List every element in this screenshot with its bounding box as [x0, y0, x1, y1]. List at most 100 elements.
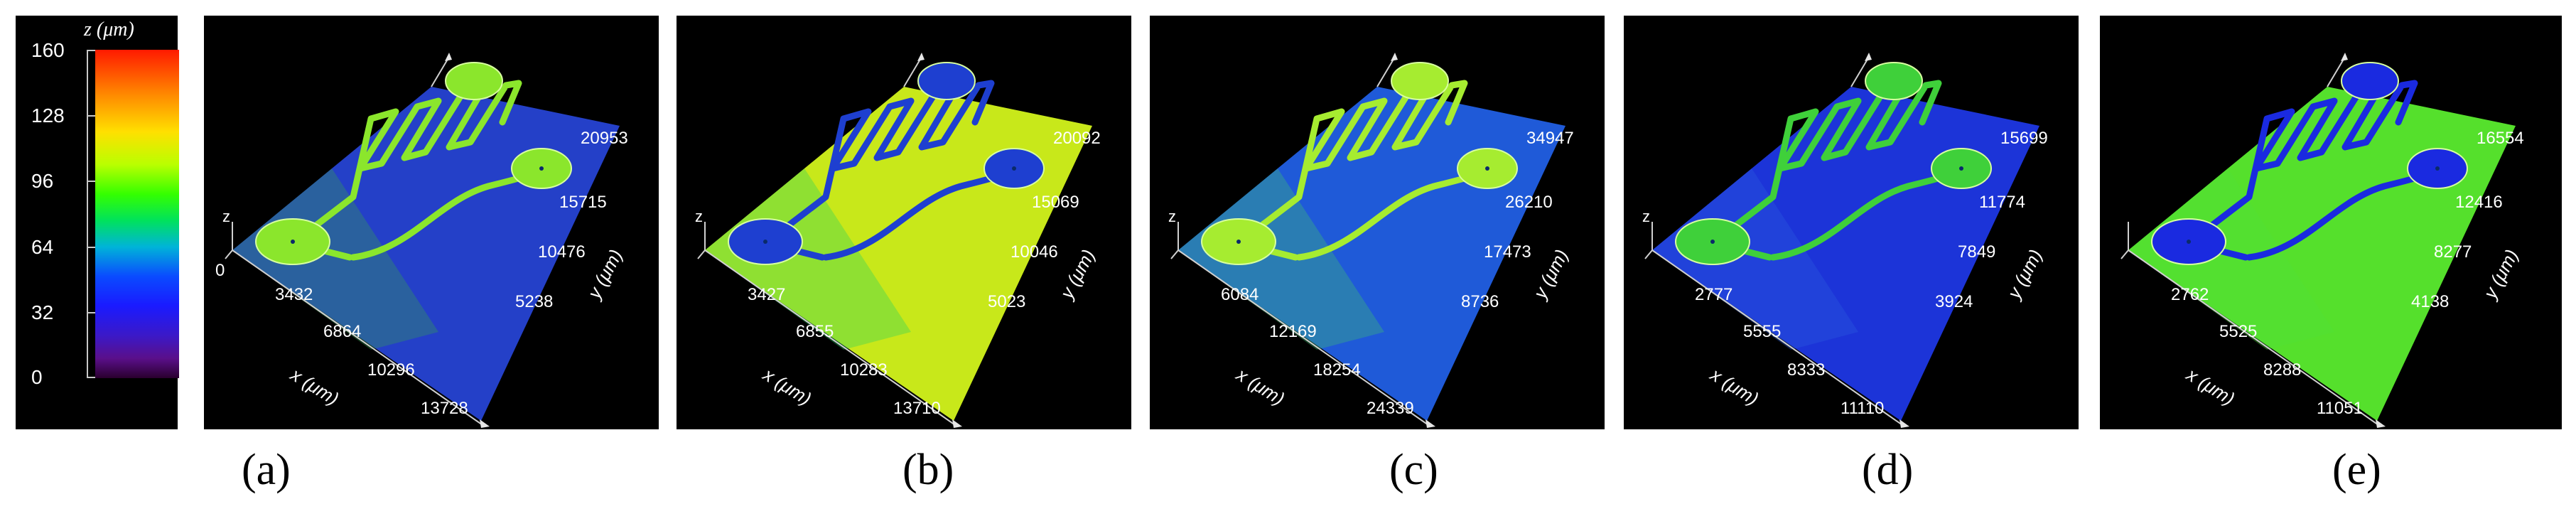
x-tick-label: 11051 [2317, 399, 2363, 418]
colorbar-tick-label: 0 [31, 366, 43, 388]
colorbar-panel: z (μm) 160 128 96 64 32 0 [16, 16, 179, 429]
x-tick-label: 10283 [840, 360, 888, 380]
serpentine-channel [1709, 80, 1942, 247]
y-tick-label: 17473 [1484, 242, 1531, 262]
origin-stub [225, 249, 233, 259]
y-axis-top-stub [431, 56, 450, 87]
x-tick-label: 13710 [893, 399, 941, 418]
axis-arrow-head [1391, 53, 1398, 61]
colorbar-tick-label: 96 [31, 170, 54, 192]
y-axis-top-stub [1850, 56, 1870, 87]
surface-render: z 0 3432 6864 10296 13728 x (μm) 20953 1… [215, 53, 628, 428]
surface-glare [1178, 168, 1384, 350]
y-tick-label: 12416 [2455, 193, 2503, 212]
colorbar-tick-label: 64 [31, 236, 54, 258]
y-tick-label: 16554 [2477, 129, 2524, 148]
serpentine-channel [289, 80, 522, 247]
panel-caption: (d) [1862, 446, 1914, 494]
reservoir-center-mark [291, 240, 295, 244]
upper-reservoir [917, 62, 976, 100]
colorbar-tick-label: 32 [31, 301, 54, 323]
panel-caption: (c) [1389, 446, 1438, 494]
colorbar-tick-mark [87, 247, 95, 248]
origin-stub [1170, 249, 1179, 259]
axis-arrow-head [2376, 419, 2386, 428]
y-axis-label: y (μm) [2003, 246, 2047, 304]
axis-arrow-head [1426, 419, 1435, 428]
x-tick-label: 3432 [275, 285, 313, 304]
surface-profile-panel-c: z 6084 12169 18254 24339 x (μm) 34947 26… [1150, 16, 1605, 429]
origin-stub [1644, 249, 1653, 259]
x-tick-label: 13728 [421, 399, 468, 418]
x-tick-label: 12169 [1269, 322, 1317, 341]
reservoir-center-mark [1012, 166, 1016, 171]
y-tick-label: 4138 [2411, 292, 2449, 311]
upper-reservoir [1391, 62, 1449, 100]
surface-render: z 2777 5555 8333 11110 x (μm) 15699 1177… [1642, 53, 2048, 428]
reservoir-center-mark [1485, 166, 1489, 171]
colorbar-tick-label: 128 [31, 104, 65, 127]
x-axis-line [704, 249, 958, 427]
upper-reservoir [2341, 62, 2399, 100]
serpentine-channel [2185, 80, 2418, 247]
y-tick-label: 5238 [515, 292, 553, 311]
reservoir-center-mark [1959, 166, 1963, 171]
surface-profile-panel-e: 2762 5525 8288 11051 x (μm) 16554 12416 … [2100, 16, 2562, 429]
y-tick-label: 26210 [1505, 193, 1553, 212]
y-axis-label: y (μm) [583, 246, 627, 304]
colorbar-tick-mark [87, 181, 95, 182]
reservoir-center-mark [2435, 166, 2440, 171]
x-axis-line [1651, 249, 1905, 427]
y-tick-label: 15715 [559, 193, 607, 212]
x-axis-label: x (μm) [2182, 363, 2238, 409]
y-tick-label: 11774 [1979, 193, 2025, 212]
colorbar-title: z (μm) [84, 18, 134, 41]
y-axis-top-stub [1376, 56, 1396, 87]
y-tick-label: 15069 [1032, 193, 1079, 212]
colorbar-tick-mark [87, 50, 95, 51]
x-axis-label: x (μm) [758, 363, 815, 409]
y-axis-label: y (μm) [1055, 246, 1099, 304]
y-axis-label: y (μm) [2479, 246, 2523, 304]
panel-caption: (b) [902, 446, 954, 494]
x-tick-label: 2777 [1695, 285, 1732, 304]
y-axis-top-stub [2327, 56, 2346, 87]
surface-profile-panel-b: z 3427 6855 10283 13710 x (μm) 20092 150… [677, 16, 1131, 429]
z-axis-label: z [222, 208, 230, 225]
colorbar-tick-label: 160 [31, 39, 65, 61]
x-tick-label: 11110 [1841, 399, 1884, 418]
reservoir-center-mark [763, 240, 767, 244]
x-tick-label: 6855 [796, 322, 834, 341]
y-tick-label: 34947 [1526, 129, 1574, 148]
y-tick-label: 7849 [1958, 242, 1995, 262]
microfluidic-chip [255, 62, 572, 265]
panel-caption: (e) [2332, 446, 2381, 494]
reservoir-center-mark [539, 166, 544, 171]
colorbar-tick-mark [87, 115, 95, 117]
surface-profile-panel-d: z 2777 5555 8333 11110 x (μm) 15699 1177… [1624, 16, 2079, 429]
microfluidic-chip [728, 62, 1045, 265]
y-tick-label: 20092 [1053, 129, 1101, 148]
y-axis-top-stub [903, 56, 922, 87]
microfluidic-chip [1675, 62, 1992, 265]
axis-arrow-head [917, 53, 925, 61]
x-tick-label: 18254 [1313, 360, 1361, 380]
x-tick-label: 6864 [323, 322, 361, 341]
axis-arrow-head [952, 419, 962, 428]
z-axis-label: z [1642, 208, 1650, 225]
surface-render: z 3427 6855 10283 13710 x (μm) 20092 150… [695, 53, 1101, 428]
y-tick-label: 8277 [2434, 242, 2472, 262]
x-axis-line [1177, 249, 1431, 427]
serpentine-channel [1235, 80, 1468, 247]
z-axis-label: z [695, 208, 703, 225]
surface-glare [2128, 168, 2334, 350]
surface-render: 2762 5525 8288 11051 x (μm) 16554 12416 … [2120, 53, 2524, 428]
surface-glare [705, 168, 911, 350]
surface-render: z 6084 12169 18254 24339 x (μm) 34947 26… [1168, 53, 1574, 428]
x-axis-label: x (μm) [286, 363, 343, 409]
z-axis-label: z [1168, 208, 1176, 225]
x-tick-label: 2762 [2171, 285, 2209, 304]
microfluidic-chip [1201, 62, 1518, 265]
y-tick-label: 10046 [1011, 242, 1058, 262]
x-axis-line [232, 249, 485, 427]
